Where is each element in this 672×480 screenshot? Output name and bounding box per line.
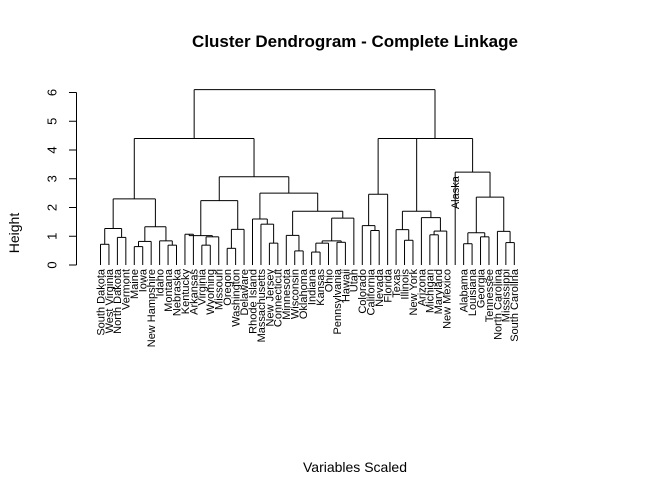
y-tick-label: 3 (45, 175, 60, 182)
leaf-label: New York (408, 269, 420, 316)
y-axis: 0 1 2 3 4 5 6 (45, 89, 77, 269)
leaf-label: Rhode Island (247, 269, 259, 334)
leaf-label: Louisiana (467, 268, 479, 316)
leaf-label: Alabama (458, 268, 470, 312)
leaf-label: West Virginia (104, 268, 116, 333)
leaf-label: New Mexico (442, 269, 454, 329)
leaf-label: Tennessee (484, 269, 496, 322)
leaf-label: Missouri (214, 269, 226, 310)
leaf-label: Nevada (374, 268, 386, 307)
leaf-label: Iowa (138, 268, 150, 292)
y-tick-label: 6 (45, 89, 60, 96)
leaf-label: Washington (230, 269, 242, 327)
leaf-label: South Carolina (509, 268, 521, 342)
leaf-label: Wyoming (205, 269, 217, 315)
leaf-label: Mississippi (501, 269, 513, 322)
leaf-label: Oklahoma (298, 268, 310, 319)
leaf-label: New Hampshire (146, 269, 158, 347)
y-tick-label: 1 (45, 233, 60, 240)
leaf-label: South Dakota (95, 268, 107, 336)
chart-title: Cluster Dendrogram - Complete Linkage (192, 32, 518, 51)
leaf-label: Pennsylvania (332, 268, 344, 334)
leaf-label: Hawaii (340, 269, 352, 302)
leaf-label: Arizona (416, 268, 428, 306)
leaf-label: Maryland (433, 269, 445, 314)
y-tick-label: 2 (45, 204, 60, 211)
dendrogram-tree (100, 89, 515, 265)
leaf-label: Florida (382, 268, 394, 303)
leaf-label: Vermont (121, 269, 133, 310)
leaf-label: Massachusetts (256, 269, 268, 343)
leaf-label: Nebraska (171, 268, 183, 316)
leaf-label: Virginia (197, 268, 209, 305)
leaf-label: Delaware (239, 269, 251, 315)
leaf-label: Minnesota (281, 268, 293, 320)
leaf-label: Georgia (475, 268, 487, 308)
leaf-label: Montana (163, 268, 175, 312)
y-axis-label: Height (6, 213, 22, 254)
leaf-label: Michigan (425, 269, 437, 313)
x-axis-label: Variables Scaled (303, 459, 407, 475)
leaf-label: Arkansas (188, 269, 200, 315)
leaf-label: New Jersey (264, 269, 276, 327)
leaf-label: Oregon (222, 269, 234, 306)
leaf-label: Kansas (315, 269, 327, 306)
leaf-label: Ohio (323, 269, 335, 292)
leaf-label: North Carolina (492, 268, 504, 340)
leaf-label: Indiana (306, 268, 318, 305)
leaf-label: Idaho (154, 269, 166, 297)
leaf-label: Kentucky (180, 269, 192, 315)
leaf-label: Illinois (399, 269, 411, 300)
leaf-label: California (366, 268, 378, 315)
leaf-label: Connecticut (273, 269, 285, 327)
leaf-label: Alaska (450, 175, 462, 209)
leaf-label: Colorado (357, 269, 369, 314)
leaf-label: North Dakota (112, 268, 124, 334)
leaf-label: Wisconsin (290, 269, 302, 319)
y-tick-label: 4 (45, 146, 60, 153)
y-tick-label: 0 (45, 261, 60, 268)
leaf-label: Maine (129, 269, 141, 299)
leaf-label: Texas (391, 269, 403, 298)
leaf-label: Utah (349, 269, 361, 292)
y-tick-label: 5 (45, 118, 60, 125)
